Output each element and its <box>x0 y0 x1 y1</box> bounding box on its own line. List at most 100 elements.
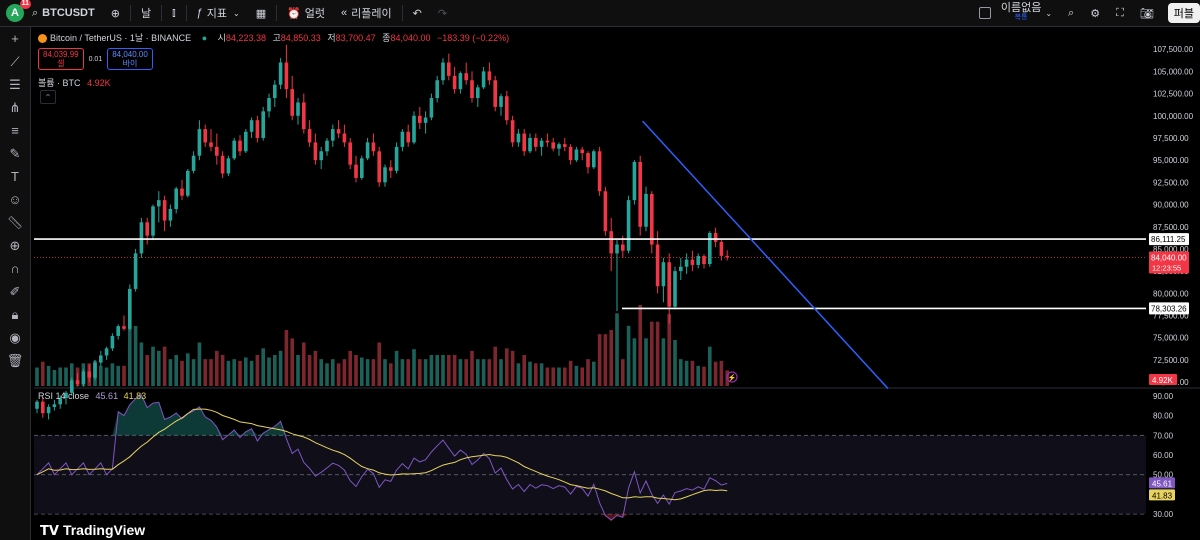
snapshot-button[interactable]: 📷︎ <box>1132 0 1162 26</box>
brush-icon[interactable]: ✎ <box>9 145 21 161</box>
open-value: 84,223.38 <box>225 33 266 43</box>
layout-templates-button[interactable]: ▦ <box>248 0 274 26</box>
volume-bar <box>621 359 625 386</box>
trendline-tool-icon[interactable]: ⟋ <box>10 53 20 69</box>
volume-bar <box>383 359 387 386</box>
crosshair-icon[interactable]: + <box>11 31 19 46</box>
candle-body <box>75 380 80 384</box>
volume-bar <box>162 346 167 386</box>
volume-bar <box>632 338 637 386</box>
settings-button[interactable]: ⚙ <box>1082 0 1108 26</box>
candle-body <box>383 167 387 183</box>
candle-body <box>87 371 91 378</box>
candle-body <box>99 355 103 363</box>
rsi-label: RSI 14 close <box>38 391 90 401</box>
buy-button[interactable]: 84,040.00 바이 <box>107 48 153 70</box>
volume-bar <box>661 338 666 386</box>
sell-label: 셀 <box>57 59 65 68</box>
volume-bar <box>151 346 155 386</box>
collapse-legend-button[interactable]: ⌃ <box>40 90 56 104</box>
price-tick-label: 87,500.00 <box>1153 223 1189 232</box>
volume-bar <box>174 355 178 386</box>
volume-bar <box>139 342 144 386</box>
candle-body <box>423 117 428 123</box>
volume-bar <box>197 342 202 386</box>
volume-bar <box>568 360 573 386</box>
volume-bar <box>406 359 410 386</box>
volume-bar <box>557 367 561 386</box>
volume-bar <box>493 346 497 386</box>
horizontal-lines-icon[interactable]: ☰ <box>9 76 21 92</box>
volume-bar <box>423 359 428 386</box>
volume-bar <box>510 350 515 386</box>
symbol-search-button[interactable]: ⌕ BTCUSDT <box>24 0 103 26</box>
zoom-in-icon[interactable]: ⊕ <box>9 237 21 253</box>
candle-body <box>110 335 115 349</box>
candle-body <box>35 401 39 409</box>
candle-body <box>122 326 126 329</box>
alert-label: 얼럿 <box>304 8 326 20</box>
candle-body <box>528 137 532 152</box>
emoji-icon[interactable]: ☺ <box>8 192 22 207</box>
text-tool-icon[interactable]: T <box>11 169 19 184</box>
downtrend-line <box>642 120 889 390</box>
volume-bar <box>191 359 196 386</box>
user-avatar[interactable]: A 11 <box>6 0 31 22</box>
sell-button[interactable]: 84,039.99 셀 <box>38 48 84 70</box>
volume-bar <box>238 360 242 386</box>
candle-body <box>447 62 451 76</box>
candle-body <box>307 129 312 143</box>
redo-button[interactable]: ↷ <box>430 0 455 26</box>
magnet-icon[interactable]: ∩ <box>10 261 20 276</box>
volume-bar <box>563 367 567 386</box>
volume-bar <box>412 349 416 386</box>
notification-badge: 11 <box>19 0 31 9</box>
volume-bar <box>41 361 45 386</box>
candle-body <box>696 256 700 265</box>
volume-bar <box>255 355 260 386</box>
layout-name-button[interactable]: 이름없음 복통 ⌄ <box>971 0 1060 26</box>
volume-bar <box>133 326 138 386</box>
fib-retracement-icon[interactable]: ≡ <box>11 123 19 138</box>
candle-body <box>365 142 370 159</box>
candle-body <box>174 188 178 209</box>
quick-search-button[interactable]: ⌕ <box>1060 0 1082 26</box>
interval-button[interactable]: 날 <box>140 8 152 20</box>
undo-button[interactable]: ↶ <box>405 0 430 26</box>
volume-bar <box>516 363 521 386</box>
volume-bar <box>615 313 619 386</box>
lightning-icon <box>726 371 738 383</box>
lock-icon[interactable]: 🔒︎ <box>11 306 19 322</box>
volume-label: 볼륨 · BTC <box>38 78 81 88</box>
replay-button[interactable]: «리플레이 <box>333 0 400 26</box>
candle-body <box>505 96 509 121</box>
price-tick-label: 72,500.00 <box>1153 356 1189 365</box>
pitchfork-icon[interactable]: ⋔ <box>9 99 21 115</box>
price-tick-label: 107,500.00 <box>1153 45 1194 54</box>
price-tick-label: 75,000.00 <box>1153 334 1189 343</box>
volume-bar <box>528 361 532 386</box>
candle-body <box>197 129 202 156</box>
chart-type-button[interactable]: ⫾ <box>164 0 184 26</box>
candle-body <box>203 129 207 143</box>
volume-bar <box>539 363 544 386</box>
rsi-tick-label: 90.00 <box>1153 392 1174 401</box>
eye-icon[interactable]: ◉ <box>9 329 21 345</box>
pencil-lock-icon[interactable]: ✐ <box>9 283 21 299</box>
volume-bar <box>342 359 347 386</box>
gear-icon: ⚙ <box>1090 7 1101 20</box>
fullscreen-icon: ⛶ <box>1116 6 1124 19</box>
compare-symbol-button[interactable]: ⊕ <box>103 0 128 26</box>
volume-bar <box>452 355 457 386</box>
trash-icon[interactable]: 🗑︎ <box>6 352 24 368</box>
fullscreen-button[interactable]: ⛶ <box>1108 0 1132 26</box>
volume-bar <box>232 359 236 386</box>
ruler-icon[interactable]: 📏︎ <box>6 214 24 230</box>
candle-body <box>302 102 306 130</box>
alert-button[interactable]: ⏰ 얼럿 <box>279 0 333 26</box>
indicators-button[interactable]: ƒ 지표 ⌄ <box>189 0 248 26</box>
publish-button[interactable]: 퍼블 <box>1167 3 1200 23</box>
candle-body <box>586 153 590 168</box>
candle-body <box>52 404 57 407</box>
